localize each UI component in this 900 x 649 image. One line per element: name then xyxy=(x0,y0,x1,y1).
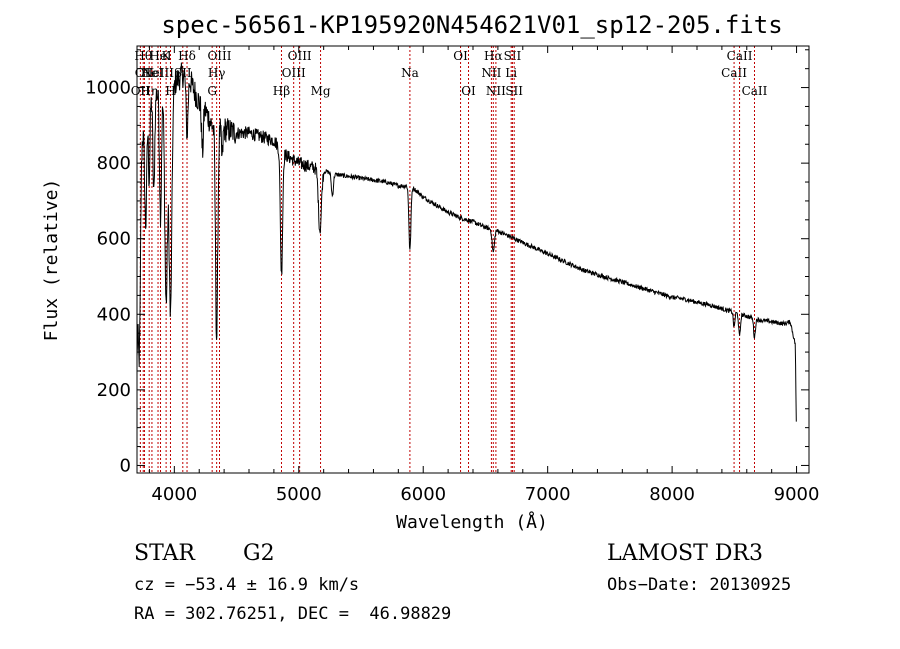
plot-frame xyxy=(136,45,810,474)
x-tick-label: 7000 xyxy=(525,484,571,505)
survey-name: LAMOST DR3 xyxy=(607,541,763,566)
object-subclass: G2 xyxy=(243,541,275,566)
observation-date: Obs−Date: 20130925 xyxy=(607,575,792,595)
line-marker-label: OI xyxy=(461,84,476,98)
line-marker-label: Na xyxy=(401,66,419,80)
line-marker-label: OIII xyxy=(288,49,312,63)
coordinates: RA = 302.76251, DEC = 46.98829 xyxy=(134,604,452,624)
y-tick-label: 1000 xyxy=(85,78,131,99)
line-marker-label: Hα xyxy=(484,49,503,63)
line-marker-label: Hθ xyxy=(134,49,152,63)
y-tick-label: 200 xyxy=(97,380,131,401)
line-marker-label: H xyxy=(165,84,175,98)
line-marker-label: NII xyxy=(486,84,506,98)
x-tick-label: 8000 xyxy=(649,484,695,505)
x-tick-label: 5000 xyxy=(276,484,322,505)
x-axis-label: Wavelength (Å) xyxy=(396,511,548,533)
line-marker-label: K xyxy=(162,49,172,63)
line-marker-label: OIII xyxy=(282,66,306,80)
line-marker-label: SII xyxy=(504,49,522,63)
line-marker-label: Hγ xyxy=(208,66,226,80)
spectrum-line xyxy=(136,62,797,422)
line-marker-label: Mg xyxy=(311,84,331,98)
line-marker-label: OIII xyxy=(207,49,231,63)
redshift-velocity: cz = −53.4 ± 16.9 km/s xyxy=(134,575,360,595)
line-marker-label: Hη xyxy=(140,84,158,98)
y-tick-label: 600 xyxy=(97,229,131,250)
x-tick-label: 6000 xyxy=(400,484,446,505)
line-marker-label: CaII xyxy=(727,49,753,63)
line-marker-label: NII xyxy=(481,66,501,80)
line-marker-label: CaII xyxy=(721,66,747,80)
line-marker-label: Hβ xyxy=(273,84,290,98)
x-tick-label: 4000 xyxy=(151,484,197,505)
line-marker-label: Li xyxy=(505,66,517,80)
y-axis-label: Flux (relative) xyxy=(41,179,62,342)
y-tick-label: 800 xyxy=(97,153,131,174)
line-marker-label: G xyxy=(207,84,217,98)
line-marker-label: OII xyxy=(135,66,155,80)
chart-title: spec-56561-KP195920N454621V01_sp12-205.f… xyxy=(161,11,782,39)
line-marker-label: Hδ xyxy=(178,49,196,63)
line-marker-label: SII xyxy=(505,84,523,98)
y-tick-label: 400 xyxy=(97,304,131,325)
line-marker-label: HeI xyxy=(141,66,164,80)
axes: 4000 5000 6000 7000 8000 9000 0 200 400 600 800 100… xyxy=(85,46,819,505)
x-tick-label: 9000 xyxy=(774,484,820,505)
object-class: STAR xyxy=(134,541,195,566)
line-marker-label: CaII xyxy=(742,84,768,98)
y-tick-label: 0 xyxy=(120,455,131,476)
line-marker-label: OI xyxy=(453,49,468,63)
line-marker-label: OII xyxy=(131,84,151,98)
line-marker-label: NeIII xyxy=(142,66,174,80)
line-markers: OIIHθOIIHηHeINeIIIHeIKHSIIHδGHγOIIIHβOII… xyxy=(131,46,768,473)
